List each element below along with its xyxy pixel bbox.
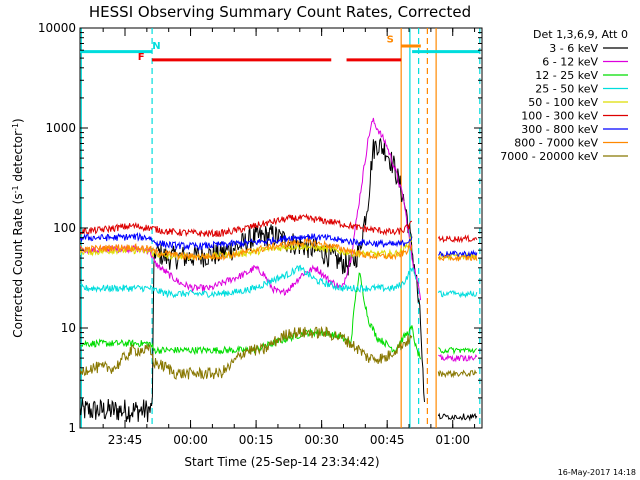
legend-label-50-100-kev: 50 - 100 keV (528, 96, 598, 109)
legend-label-800-7000-kev: 800 - 7000 keV (514, 137, 598, 150)
legend-label-300-800-kev: 300 - 800 keV (521, 123, 598, 136)
series-line-postgap-100-300-kev (437, 234, 478, 244)
y-tick-label: 1 (68, 421, 76, 435)
series-line-100-300-kev (80, 213, 413, 238)
series-line-postgap-3-6-kev (437, 412, 478, 422)
series-line-postgap-12-25-kev (438, 346, 478, 355)
status-bars: NF S (80, 34, 480, 63)
series-line-300-800-kev (80, 232, 413, 251)
status-label-s: S (387, 34, 394, 45)
series-line-6-12-kev (80, 117, 422, 301)
y-tick-label: 100 (53, 221, 76, 235)
legend-label-100-300-kev: 100 - 300 keV (521, 110, 598, 123)
legend-label-7000-20000-kev: 7000 - 20000 keV (500, 150, 598, 163)
x-tick-label: 00:30 (304, 433, 339, 447)
y-axis-label: Corrected Count Rate (s-1 detector-1) (11, 118, 26, 337)
series-line-postgap-25-50-kev (437, 290, 478, 299)
series-line-7000-20000-kev (80, 325, 413, 380)
series-line-postgap-6-12-kev (438, 353, 478, 363)
x-tick-label: 00:15 (239, 433, 274, 447)
series-lines (80, 117, 478, 423)
chart-title: HESSI Observing Summary Count Rates, Cor… (89, 3, 471, 21)
y-tick-label: 10000 (38, 21, 76, 35)
series-line-800-7000-kev (80, 237, 413, 262)
legend-label-3-6-kev: 3 - 6 keV (549, 42, 598, 55)
status-label-f: F (138, 52, 145, 63)
y-tick-label: 1000 (45, 121, 76, 135)
y-tick-label: 10 (61, 321, 76, 335)
series-line-3-6-kev (80, 138, 425, 423)
status-label-n: N (152, 41, 160, 52)
series-line-postgap-800-7000-kev (437, 254, 478, 262)
footer-timestamp: 16-May-2017 14:18 (558, 468, 636, 477)
series-line-25-50-kev (80, 264, 417, 299)
x-tick-label: 00:45 (370, 433, 405, 447)
y-axis-ticks: 1 10 100 1000 10000 (38, 21, 482, 435)
x-axis-ticks: 23:45 00:00 00:15 00:30 00:45 01:00 (102, 28, 476, 447)
x-axis-label: Start Time (25-Sep-14 23:34:42) (184, 455, 379, 469)
legend-label-6-12-kev: 6 - 12 keV (542, 56, 598, 69)
x-tick-label: 01:00 (435, 433, 470, 447)
x-tick-label: 23:45 (108, 433, 143, 447)
legend-label-12-25-kev: 12 - 25 keV (535, 69, 598, 82)
x-tick-label: 00:00 (173, 433, 208, 447)
legend-header: Det 1,3,6,9, Att 0 (533, 28, 628, 41)
series-line-postgap-7000-20000-kev (437, 369, 478, 379)
legend-label-25-50-kev: 25 - 50 keV (535, 83, 598, 96)
series-line-50-100-kev (80, 236, 413, 261)
